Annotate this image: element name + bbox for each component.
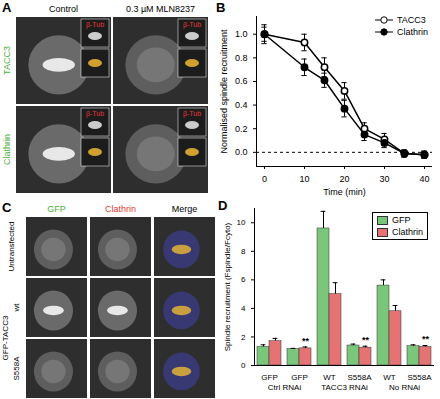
html-text:TACC3: TACC3 xyxy=(397,15,426,25)
svg-text:0.4: 0.4 xyxy=(235,100,248,110)
svg-text:TACC3: TACC3 xyxy=(2,46,12,75)
svg-text:**: ** xyxy=(302,336,310,346)
html-text:Clathrin: Clathrin xyxy=(397,27,428,37)
svg-text:β-Tub: β-Tub xyxy=(86,21,104,29)
svg-text:Normalised spindle recruitment: Normalised spindle recruitment xyxy=(219,29,229,154)
html-text:C: C xyxy=(2,200,12,215)
svg-text:1.0: 1.0 xyxy=(235,29,248,39)
svg-text:Clathrin: Clathrin xyxy=(105,204,136,214)
svg-text:Spindle recruitment (Fspindle/: Spindle recruitment (Fspindle/Fcyto) xyxy=(223,222,232,351)
html-text:GFP: GFP xyxy=(392,215,411,225)
svg-text:GFP-TACC3: GFP-TACC3 xyxy=(1,315,10,360)
svg-text:Ctrl RNAi: Ctrl RNAi xyxy=(268,383,302,392)
svg-text:**: ** xyxy=(422,334,430,344)
svg-text:30: 30 xyxy=(379,174,389,184)
svg-text:0: 0 xyxy=(241,361,246,370)
svg-text:No RNAi: No RNAi xyxy=(389,383,420,392)
svg-text:40: 40 xyxy=(419,174,429,184)
svg-text:GFP: GFP xyxy=(261,373,277,382)
svg-text:WT: WT xyxy=(323,373,336,382)
svg-text:0.6: 0.6 xyxy=(235,76,248,86)
svg-text:6: 6 xyxy=(241,275,246,284)
svg-text:Untransfected: Untransfected xyxy=(7,222,16,272)
svg-text:β-Tub: β-Tub xyxy=(183,21,201,29)
html-text:D: D xyxy=(218,198,228,213)
svg-text:2: 2 xyxy=(241,333,246,342)
svg-text:TACC3 RNAi: TACC3 RNAi xyxy=(321,383,368,392)
svg-text:8: 8 xyxy=(241,247,246,256)
html-text:B: B xyxy=(216,0,226,15)
svg-text:Time (min): Time (min) xyxy=(323,187,366,197)
svg-text:Merge: Merge xyxy=(172,204,198,214)
svg-text:0.3 µM MLN8237: 0.3 µM MLN8237 xyxy=(126,4,195,14)
svg-text:10: 10 xyxy=(237,218,246,227)
svg-text:GFP: GFP xyxy=(291,373,307,382)
svg-text:β-Tub: β-Tub xyxy=(183,110,201,118)
svg-text:**: ** xyxy=(362,335,370,345)
svg-text:S558A: S558A xyxy=(407,373,432,382)
svg-text:Clathrin: Clathrin xyxy=(2,134,12,165)
svg-text:Control: Control xyxy=(49,4,78,14)
svg-text:GFP: GFP xyxy=(47,204,66,214)
svg-text:0: 0 xyxy=(262,174,267,184)
svg-text:WT: WT xyxy=(383,373,396,382)
svg-text:0.2: 0.2 xyxy=(235,124,248,134)
svg-text:4: 4 xyxy=(241,304,246,313)
svg-text:S558A: S558A xyxy=(347,373,372,382)
svg-text:β-Tub: β-Tub xyxy=(86,110,104,118)
svg-text:20: 20 xyxy=(339,174,349,184)
svg-text:0.8: 0.8 xyxy=(235,53,248,63)
html-text:Clathrin: Clathrin xyxy=(392,227,423,237)
html-text:A: A xyxy=(2,0,12,15)
svg-text:10: 10 xyxy=(299,174,309,184)
svg-text:0.0: 0.0 xyxy=(235,147,248,157)
svg-text:wt: wt xyxy=(12,303,21,313)
svg-text:S558A: S558A xyxy=(12,356,21,381)
